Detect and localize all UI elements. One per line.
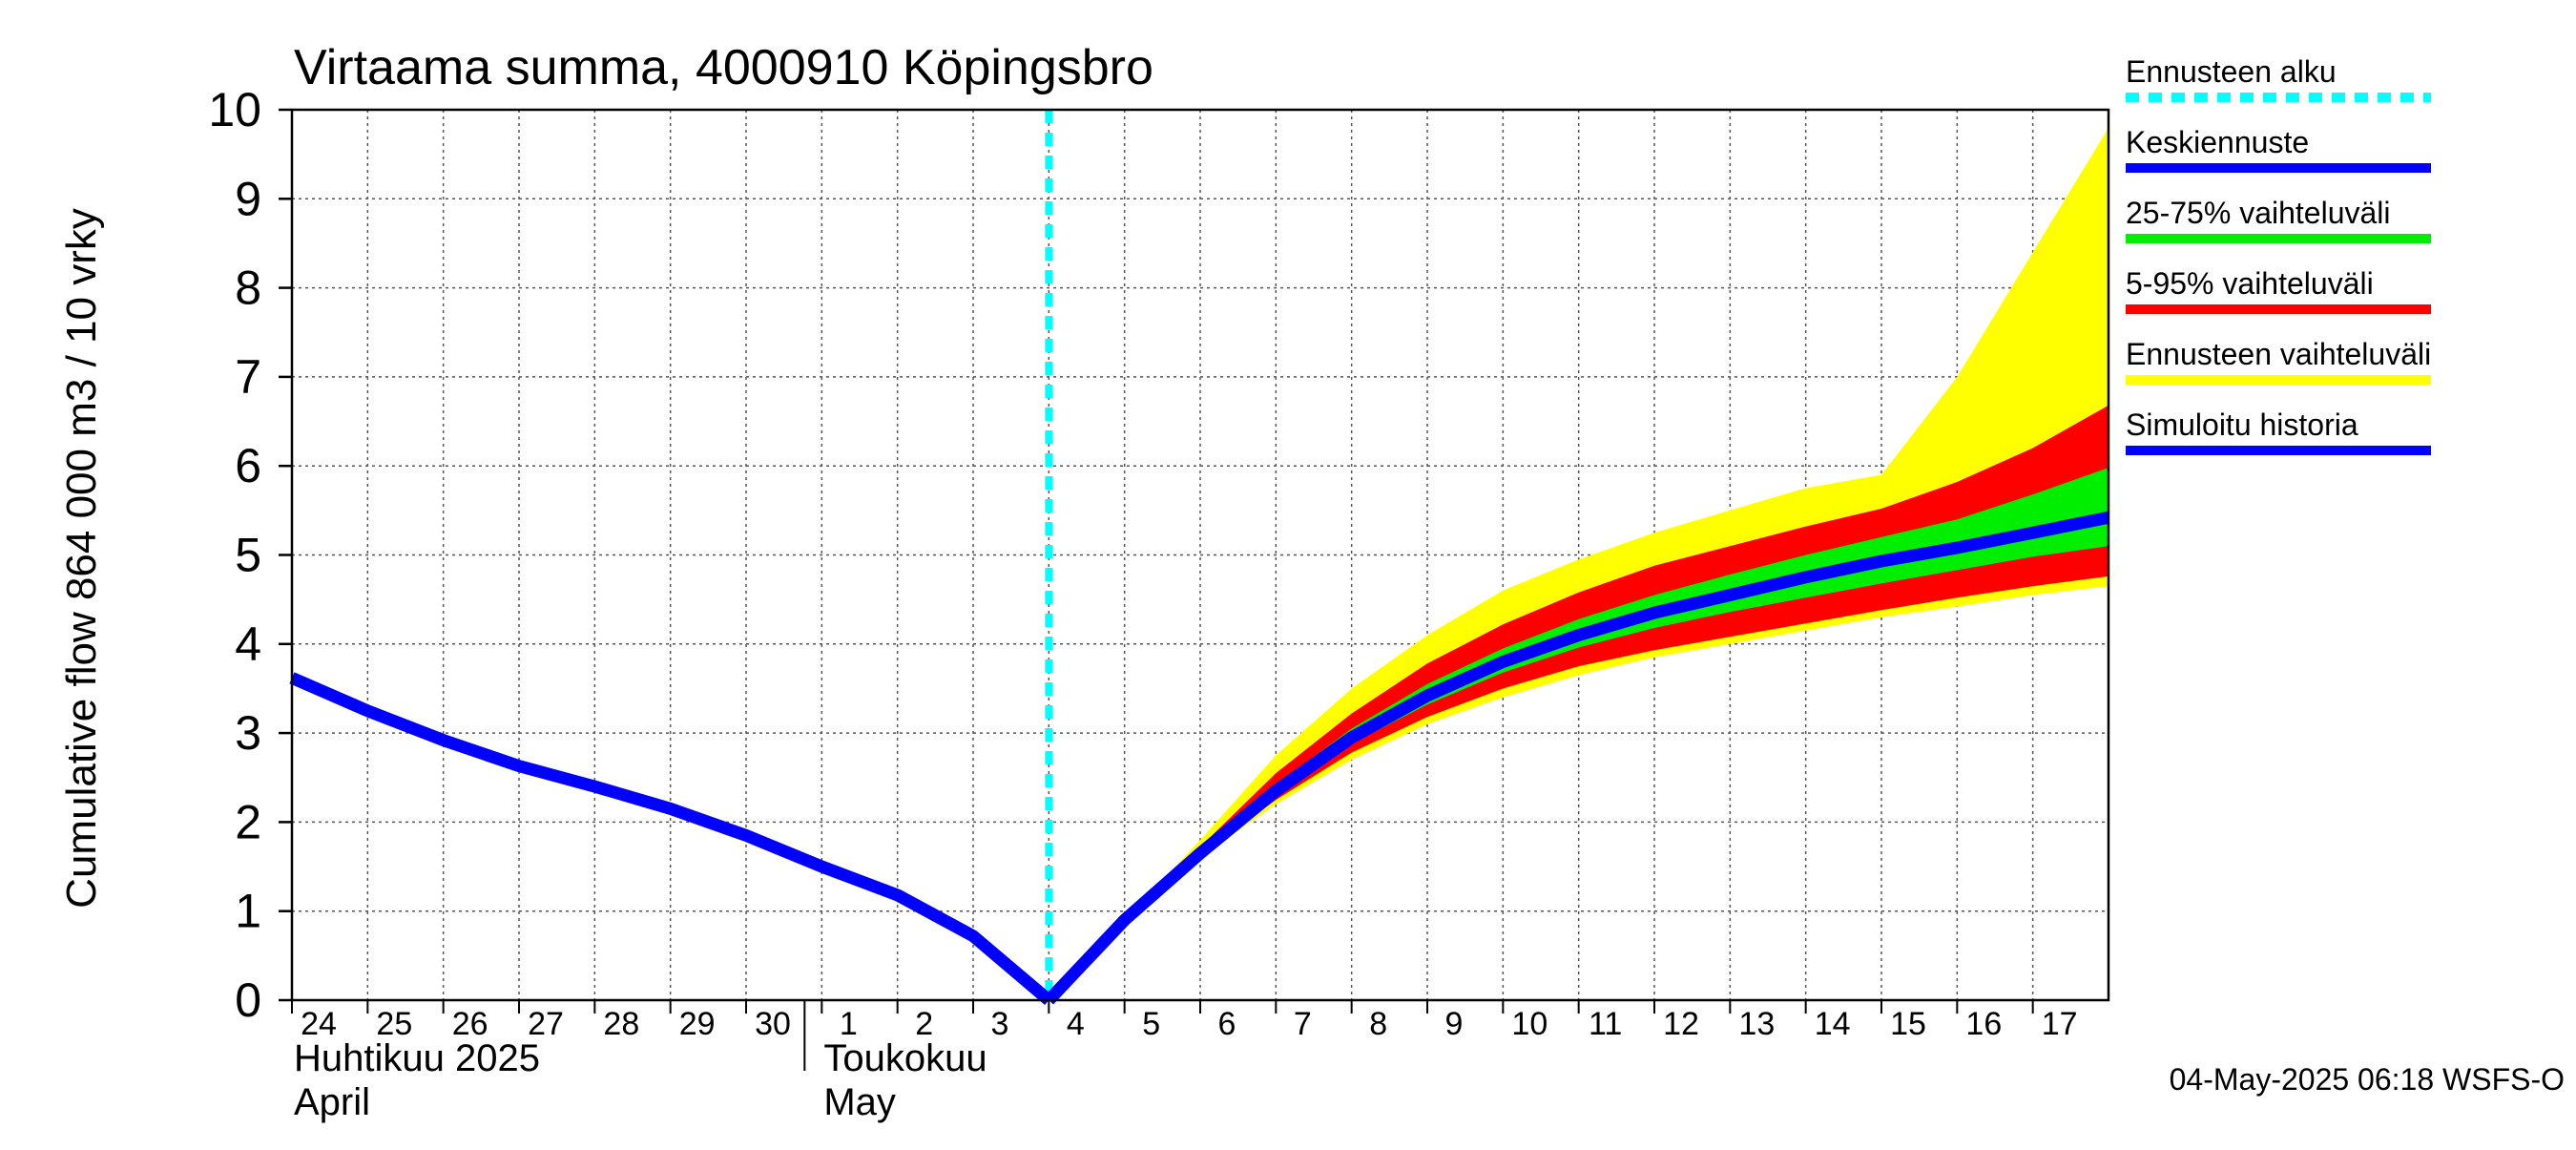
x-tick-label: 15 xyxy=(1890,1006,1926,1042)
y-tick-label: 3 xyxy=(235,706,261,760)
y-tick-label: 6 xyxy=(235,439,261,492)
y-tick-label: 0 xyxy=(235,973,261,1027)
x-tick-label: 14 xyxy=(1815,1006,1851,1042)
series-line-keskiennuste xyxy=(1044,511,2110,1005)
month-label-english: May xyxy=(823,1081,896,1123)
x-tick-label: 1 xyxy=(840,1006,858,1042)
legend-label: Ennusteen vaihteluväli xyxy=(2126,337,2431,371)
x-tick-label: 25 xyxy=(376,1006,412,1042)
month-label-english: April xyxy=(294,1081,370,1123)
y-tick-label: 2 xyxy=(235,795,261,848)
x-tick-label: 7 xyxy=(1294,1006,1312,1042)
month-label: Huhtikuu 2025 xyxy=(294,1037,540,1079)
y-tick-label: 5 xyxy=(235,529,261,582)
x-tick-label: 17 xyxy=(2042,1006,2078,1042)
x-tick-label: 16 xyxy=(1965,1006,2002,1042)
x-tick-label: 6 xyxy=(1218,1006,1236,1042)
timestamp-footer: 04-May-2025 06:18 WSFS-O xyxy=(2170,1062,2565,1097)
y-tick-label: 7 xyxy=(235,350,261,404)
x-tick-label: 12 xyxy=(1663,1006,1699,1042)
y-tick-label: 1 xyxy=(235,885,261,938)
legend-label: Keskiennuste xyxy=(2126,125,2309,159)
x-tick-label: 13 xyxy=(1738,1006,1775,1042)
legend-label: Simuloitu historia xyxy=(2126,408,2358,442)
x-tick-label: 4 xyxy=(1067,1006,1085,1042)
y-tick-label: 10 xyxy=(208,83,261,136)
x-tick-label: 8 xyxy=(1369,1006,1387,1042)
chart-title: Virtaama summa, 4000910 Köpingsbro xyxy=(294,40,1153,95)
x-tick-label: 5 xyxy=(1142,1006,1160,1042)
x-tick-label: 9 xyxy=(1445,1006,1464,1042)
x-tick-label: 2 xyxy=(915,1006,933,1042)
y-tick-label: 9 xyxy=(235,172,261,225)
legend-label: Ennusteen alku xyxy=(2126,54,2337,89)
x-tick-label: 30 xyxy=(755,1006,791,1042)
legend: Ennusteen alku Keskiennuste 25-75% vaihtel… xyxy=(2126,54,2431,455)
x-tick-label: 3 xyxy=(991,1006,1009,1042)
x-tick-label: 27 xyxy=(528,1006,564,1042)
x-tick-label: 24 xyxy=(301,1006,337,1042)
y-axis-label: Cumulative flow 864 000 m3 / 10 vrky xyxy=(58,208,105,909)
x-tick-label: 11 xyxy=(1589,1006,1622,1042)
x-tick-label: 28 xyxy=(603,1006,639,1042)
band-ennusteen-vaihteluv-li xyxy=(1049,127,2109,1000)
month-label: Toukokuu xyxy=(823,1037,987,1079)
y-tick-label: 8 xyxy=(235,261,261,315)
legend-label: 5-95% vaihteluväli xyxy=(2126,266,2374,301)
band-25-75-vaihteluv-li xyxy=(1049,468,2109,1001)
y-tick-label: 4 xyxy=(235,617,261,671)
x-tick-label: 29 xyxy=(679,1006,716,1042)
series-line-simuloitu-historia xyxy=(289,672,1053,1005)
x-tick-label: 26 xyxy=(452,1006,488,1042)
x-tick-label: 10 xyxy=(1511,1006,1548,1042)
legend-label: 25-75% vaihteluväli xyxy=(2126,196,2391,230)
